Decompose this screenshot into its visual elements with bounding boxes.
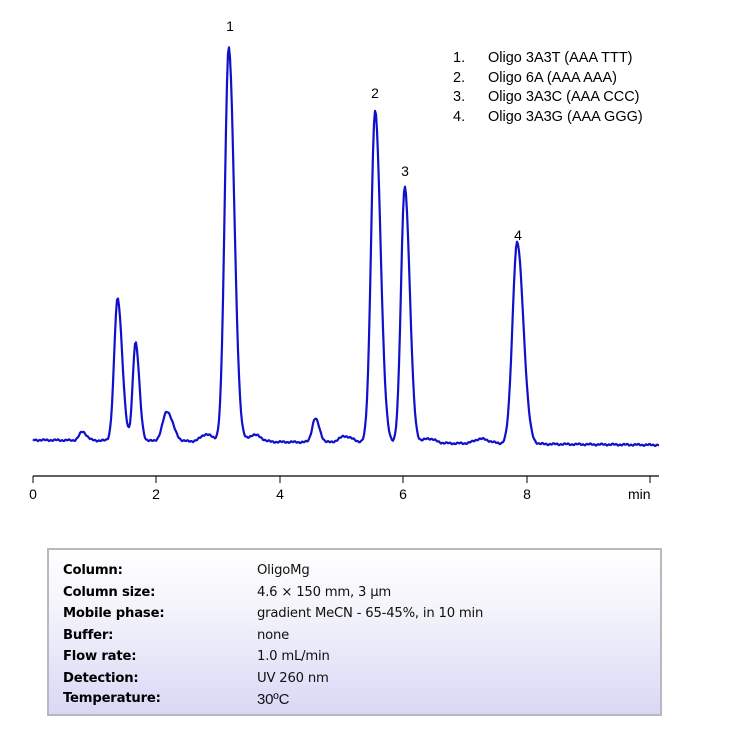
legend-number: 1. [453,50,466,66]
condition-key: Temperature: [63,691,161,706]
legend: 1. Oligo 3A3T (AAA TTT) 2. Oligo 6A (AAA… [453,49,643,127]
condition-row-column: Column: OligoMg [63,563,310,578]
peak-label-3: 3 [401,163,409,179]
chromatogram-trace [32,46,660,448]
condition-row-flow-rate: Flow rate: 1.0 mL/min [63,649,330,664]
legend-number: 3. [453,89,466,105]
condition-value: 1.0 mL/min [257,649,330,664]
condition-key: Column size: [63,584,156,600]
condition-key: Flow rate: [63,649,137,664]
legend-item: 1. Oligo 3A3T (AAA TTT) [453,49,643,69]
x-axis [32,475,659,483]
condition-value: 30ºC [257,691,290,708]
condition-value: 4.6 × 150 mm, 3 µm [257,584,392,600]
condition-row-mobile-phase: Mobile phase: gradient MeCN - 65-45%, in… [63,606,483,621]
x-tick-label: 8 [523,486,531,502]
legend-text: Oligo 6A (AAA AAA) [488,69,617,86]
legend-item: 2. Oligo 6A (AAA AAA) [453,69,643,89]
condition-value: UV 260 nm [257,670,329,686]
peak-label-2: 2 [371,85,379,101]
condition-row-detection: Detection: UV 260 nm [63,671,329,686]
condition-value: none [257,627,290,643]
condition-value: OligoMg [257,563,310,578]
x-axis-unit: min [628,486,651,502]
legend-number: 2. [453,69,466,86]
conditions-panel: Column: OligoMg Column size: 4.6 × 150 m… [47,548,662,716]
legend-number: 4. [453,108,466,125]
peak-label-1: 1 [226,18,234,34]
peak-label-4: 4 [514,227,522,243]
x-tick-label: 0 [29,486,37,502]
condition-key: Detection: [63,670,139,686]
legend-text: Oligo 3A3G (AAA GGG) [488,108,643,125]
condition-key: Mobile phase: [63,606,165,621]
condition-row-temperature: Temperature: 30ºC [63,691,289,708]
condition-key: Column: [63,563,123,578]
x-tick-label: 4 [276,486,284,502]
x-tick-label: 6 [399,486,407,502]
condition-row-buffer: Buffer: none [63,628,289,643]
chromatogram-plot [32,46,660,483]
legend-item: 4. Oligo 3A3G (AAA GGG) [453,108,643,128]
legend-text: Oligo 3A3C (AAA CCC) [488,89,640,105]
condition-row-column-size: Column size: 4.6 × 150 mm, 3 µm [63,585,391,600]
condition-value: gradient MeCN - 65-45%, in 10 min [257,606,484,621]
legend-item: 3. Oligo 3A3C (AAA CCC) [453,88,643,108]
legend-text: Oligo 3A3T (AAA TTT) [488,50,633,66]
condition-key: Buffer: [63,627,114,643]
x-tick-label: 2 [152,486,160,502]
